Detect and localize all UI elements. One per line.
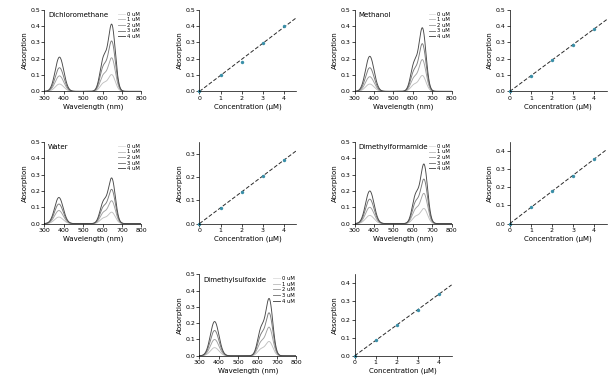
Y-axis label: Absorption: Absorption xyxy=(332,296,338,334)
Y-axis label: Absorption: Absorption xyxy=(22,32,28,70)
Point xyxy=(237,189,246,195)
Point xyxy=(279,157,289,163)
Legend: 0 uM, 1 uM, 2 uM, 3 uM, 4 uM: 0 uM, 1 uM, 2 uM, 3 uM, 4 uM xyxy=(118,12,140,39)
Text: Dimethylsulfoxide: Dimethylsulfoxide xyxy=(203,277,266,283)
Point xyxy=(568,42,578,48)
Text: Dichloromethane: Dichloromethane xyxy=(48,12,108,18)
X-axis label: Wavelength (nm): Wavelength (nm) xyxy=(63,235,123,242)
Point xyxy=(547,188,557,194)
Point xyxy=(505,88,515,95)
Point xyxy=(258,173,268,179)
Point xyxy=(216,72,225,78)
Point xyxy=(258,40,268,47)
Legend: 0 uM, 1 uM, 2 uM, 3 uM, 4 uM: 0 uM, 1 uM, 2 uM, 3 uM, 4 uM xyxy=(274,276,295,303)
Point xyxy=(392,322,402,328)
X-axis label: Concentration (μM): Concentration (μM) xyxy=(369,368,437,374)
Point xyxy=(547,57,557,63)
Point xyxy=(568,172,578,179)
X-axis label: Concentration (μM): Concentration (μM) xyxy=(524,103,592,110)
X-axis label: Wavelength (nm): Wavelength (nm) xyxy=(373,235,433,242)
Y-axis label: Absorption: Absorption xyxy=(487,32,493,70)
X-axis label: Wavelength (nm): Wavelength (nm) xyxy=(218,368,278,374)
Point xyxy=(589,156,599,162)
Point xyxy=(505,221,515,227)
X-axis label: Concentration (μM): Concentration (μM) xyxy=(214,103,282,110)
Point xyxy=(237,59,246,65)
Y-axis label: Absorption: Absorption xyxy=(332,164,338,202)
Point xyxy=(413,307,423,313)
Legend: 0 uM, 1 uM, 2 uM, 3 uM, 4 uM: 0 uM, 1 uM, 2 uM, 3 uM, 4 uM xyxy=(118,144,140,171)
Y-axis label: Absorption: Absorption xyxy=(487,164,493,202)
X-axis label: Wavelength (nm): Wavelength (nm) xyxy=(63,103,123,110)
Point xyxy=(195,221,205,227)
Point xyxy=(195,88,205,95)
Point xyxy=(279,23,289,29)
Point xyxy=(216,204,225,211)
Point xyxy=(589,25,599,32)
Y-axis label: Absorption: Absorption xyxy=(332,32,338,70)
Point xyxy=(526,73,536,79)
Y-axis label: Absorption: Absorption xyxy=(177,32,183,70)
Text: Dimethylformamide: Dimethylformamide xyxy=(359,144,428,151)
Point xyxy=(350,353,360,359)
X-axis label: Wavelength (nm): Wavelength (nm) xyxy=(373,103,433,110)
Point xyxy=(526,204,536,210)
Text: Methanol: Methanol xyxy=(359,12,391,18)
Point xyxy=(434,291,444,297)
Legend: 0 uM, 1 uM, 2 uM, 3 uM, 4 uM: 0 uM, 1 uM, 2 uM, 3 uM, 4 uM xyxy=(429,144,450,171)
Y-axis label: Absorption: Absorption xyxy=(177,164,183,202)
Y-axis label: Absorption: Absorption xyxy=(22,164,28,202)
X-axis label: Concentration (μM): Concentration (μM) xyxy=(214,235,282,242)
Y-axis label: Absorption: Absorption xyxy=(177,296,183,334)
Point xyxy=(371,337,381,344)
Legend: 0 uM, 1 uM, 2 uM, 3 uM, 4 uM: 0 uM, 1 uM, 2 uM, 3 uM, 4 uM xyxy=(429,12,450,39)
X-axis label: Concentration (μM): Concentration (μM) xyxy=(524,235,592,242)
Text: Water: Water xyxy=(48,144,69,151)
